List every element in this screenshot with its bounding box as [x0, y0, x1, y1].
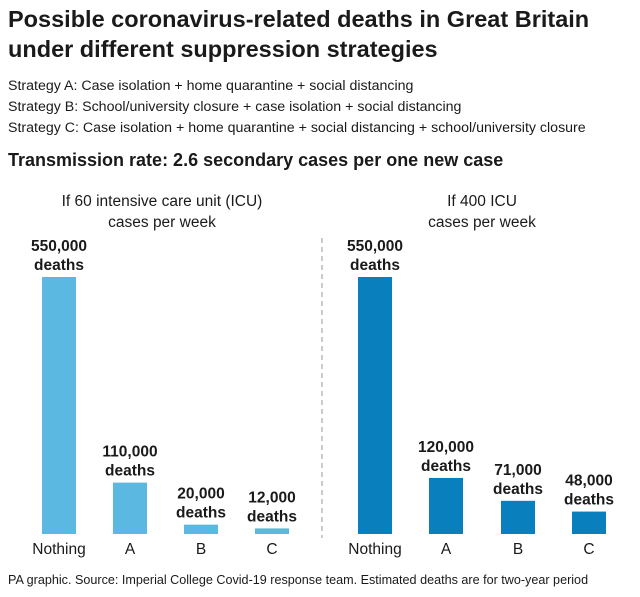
strategy-legend: Strategy A: Case isolation + home quaran…	[8, 76, 586, 139]
unit-label-1-c: deaths	[247, 508, 297, 525]
unit-label-1-b: deaths	[176, 505, 226, 522]
bar-2-nothing	[358, 277, 392, 534]
value-label-2-b: 71,000	[494, 462, 541, 479]
panel-1-title-line-1: If 60 intensive care unit (ICU)	[62, 193, 263, 210]
strategy-b-text: Strategy B: School/university closure + …	[8, 99, 462, 115]
unit-label-2-b: deaths	[493, 481, 543, 498]
footer-source: PA graphic. Source: Imperial College Cov…	[8, 573, 589, 587]
chart-subtitle: Transmission rate: 2.6 secondary cases p…	[8, 150, 504, 170]
value-label-1-nothing: 550,000	[31, 238, 87, 255]
unit-label-2-nothing: deaths	[350, 257, 400, 274]
unit-label-1-a: deaths	[105, 463, 155, 480]
unit-label-2-a: deaths	[421, 458, 471, 475]
panel-2-title-line-1: If 400 ICU	[447, 193, 517, 210]
category-label-2-b: B	[513, 541, 523, 558]
value-label-1-b: 20,000	[177, 486, 224, 503]
category-label-2-a: A	[441, 541, 452, 558]
value-label-2-c: 48,000	[565, 473, 612, 490]
bar-1-nothing	[42, 277, 76, 534]
title-line-2: under different suppression strategies	[8, 36, 438, 62]
strategy-a-text: Strategy A: Case isolation + home quaran…	[8, 78, 414, 94]
unit-label-1-nothing: deaths	[34, 257, 84, 274]
panel-2-title-line-2: cases per week	[428, 214, 536, 231]
category-label-2-c: C	[583, 541, 594, 558]
bar-2-c	[572, 511, 606, 534]
bar-2-a	[429, 477, 463, 534]
value-label-1-c: 12,000	[248, 489, 295, 506]
title-line-1: Possible coronavirus-related deaths in G…	[8, 6, 590, 32]
value-label-2-a: 120,000	[418, 439, 474, 456]
bar-1-c	[255, 528, 289, 534]
unit-label-2-c: deaths	[564, 492, 614, 509]
bar-1-b	[184, 524, 218, 534]
bar-2-b	[501, 500, 535, 534]
bar-1-a	[113, 482, 147, 534]
category-label-1-nothing: Nothing	[32, 541, 85, 558]
category-label-1-a: A	[125, 541, 136, 558]
category-label-2-nothing: Nothing	[348, 541, 401, 558]
value-label-1-a: 110,000	[102, 444, 157, 461]
chart-title: Possible coronavirus-related deaths in G…	[8, 4, 632, 64]
value-label-2-nothing: 550,000	[347, 238, 403, 255]
category-label-1-c: C	[266, 541, 277, 558]
category-label-1-b: B	[196, 541, 206, 558]
strategy-c-text: Strategy C: Case isolation + home quaran…	[8, 120, 586, 136]
panel-1-title-line-2: cases per week	[108, 214, 216, 231]
